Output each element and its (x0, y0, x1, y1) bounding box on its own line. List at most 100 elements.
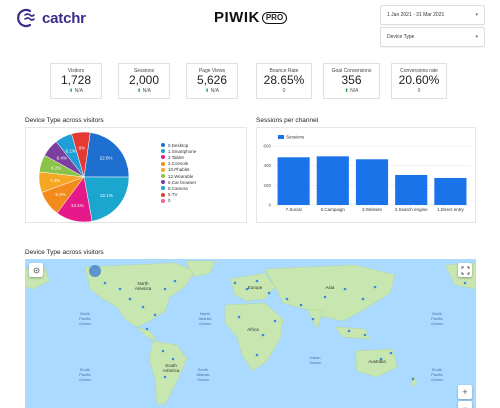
map-title: Device Type across visitors (25, 249, 104, 256)
pie-slice[interactable] (71, 131, 91, 178)
legend-swatch (161, 143, 165, 148)
y-tick-label: 400 (263, 163, 271, 168)
date-range-picker[interactable]: 1 Jan 2021 - 31 Mar 2021 ▾ (380, 5, 485, 25)
fullscreen-icon (461, 266, 469, 274)
ocean-label: North Pacific Ocean (431, 311, 443, 326)
map-point (245, 287, 249, 291)
kpi-delta: 0 (417, 88, 421, 94)
kpi-value: 28.65% (263, 73, 305, 87)
pie-chart-title: Device Type across visitors (25, 117, 104, 124)
pie-slice-label: 6.2% (51, 166, 61, 171)
kpi-label: Goal Conversions (331, 68, 372, 74)
legend-item: 0.Desktop (161, 142, 196, 148)
pie-slice-label: 9.2% (55, 192, 65, 197)
device-type-filter-label: Device Type (387, 34, 415, 40)
kpi-delta: ⬆ N/A (344, 88, 359, 94)
world-map[interactable]: North Pacific Ocean North Atlantic Ocean Sou… (25, 259, 476, 408)
map-point (255, 279, 259, 283)
arrow-up-icon: ⬆ (137, 88, 142, 94)
x-tick-label: 7.Social (286, 207, 302, 212)
map-point (343, 287, 347, 291)
kpi-card-conversions-rate: Conversions rate 20.60% 0 (391, 63, 447, 99)
pie-slice[interactable] (83, 176, 130, 222)
kpi-card-visitors: Visitors 1,728 ⬆ N/A (50, 63, 102, 99)
landmass-india (306, 308, 324, 330)
landmass-europe (229, 272, 276, 302)
kpi-card-goal-conversions: Goal Conversions 356 ⬆ N/A (323, 63, 380, 99)
legend-label: 6.Car browser (168, 179, 197, 185)
map-point (161, 349, 165, 353)
bar[interactable] (434, 177, 467, 205)
map-locate-button[interactable] (29, 263, 43, 277)
brand-name: catchr (42, 9, 86, 27)
pie-slice-label: 22.8% (100, 155, 113, 160)
continent-label: Africa (247, 327, 259, 332)
continent-label: North America (135, 281, 152, 291)
legend-swatch (161, 167, 165, 172)
kpi-label: Visitors (67, 68, 85, 74)
map-point (163, 287, 167, 291)
legend-label: 0 (168, 198, 171, 204)
device-type-filter[interactable]: Device Type ▾ (380, 27, 485, 47)
legend-label: 8.Camera (168, 185, 188, 191)
map-point (89, 265, 101, 277)
catchr-logo-icon (17, 8, 35, 28)
map-point (389, 351, 393, 355)
kpi-delta: ⬆ N/A (205, 88, 219, 94)
map-point (128, 297, 132, 301)
ocean-label: Indian Ocean (309, 355, 321, 365)
map-point (285, 297, 289, 301)
map-point (171, 357, 175, 361)
map-fullscreen-button[interactable] (458, 263, 472, 277)
map-zoom-in-button[interactable]: + (458, 385, 472, 399)
map-point (103, 281, 107, 285)
legend-label: 2.Tablet (168, 154, 184, 160)
ocean-label: South Atlantic Ocean (196, 367, 209, 382)
continent-label: South America (163, 363, 180, 373)
map-point (363, 333, 367, 337)
bar-legend-label: Sessions (286, 135, 305, 140)
kpi-card-page-views: Page Views 5,626 ⬆ N/A (186, 63, 238, 99)
bar-chart-title: Sessions per channel (256, 117, 319, 124)
x-tick-label: 1.Direct entry (437, 207, 465, 212)
map-point (411, 377, 415, 381)
bar[interactable] (395, 175, 428, 205)
map-point (361, 297, 365, 301)
kpi-card-bounce-rate: Bounce Rate 28.65% 0 (256, 63, 312, 99)
legend-item: 6.Car browser (161, 179, 196, 185)
legend-swatch (161, 174, 165, 179)
kpi-delta: ⬆ N/A (137, 88, 151, 94)
chevron-down-icon: ▾ (475, 34, 478, 40)
arrow-up-icon: ⬆ (69, 88, 74, 94)
landmass-asia (264, 264, 396, 322)
kpi-value: 20.60% (398, 73, 440, 87)
legend-item: 5.TV (161, 192, 196, 198)
kpi-value: 2,000 (128, 73, 160, 87)
legend-label: 10.Phablet (168, 167, 190, 173)
continent-label: Australia (368, 359, 386, 364)
map-point (311, 317, 315, 321)
pie-slice[interactable] (83, 132, 130, 178)
landmass-africa (224, 302, 284, 372)
legend-item: 8.Camera (161, 185, 196, 191)
map-zoom-out-button[interactable]: − (458, 401, 472, 408)
kpi-delta: 0 (282, 88, 286, 94)
legend-swatch (161, 192, 165, 197)
map-point (141, 305, 145, 309)
pie-slice-label: 6.4% (57, 156, 67, 161)
map-point (347, 329, 351, 333)
bar[interactable] (355, 159, 389, 205)
y-tick-label: 0 (268, 203, 271, 208)
legend-label: 3.Console (168, 161, 189, 167)
legend-label: 5.TV (168, 192, 178, 198)
landmass-greenland (184, 260, 216, 278)
legend-item: 10.Phablet (161, 167, 196, 173)
bar[interactable] (277, 157, 310, 205)
map-point (145, 327, 149, 331)
map-point (261, 333, 265, 337)
bar[interactable] (316, 156, 349, 205)
kpi-label: Bounce Rate (269, 68, 299, 74)
piwik-pro-logo: PIWIK PRO (214, 9, 288, 26)
legend-swatch (161, 198, 165, 203)
map-point (267, 291, 271, 295)
